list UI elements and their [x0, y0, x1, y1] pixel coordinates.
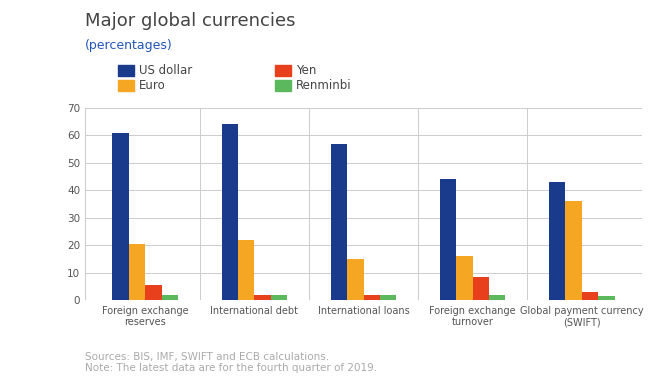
Bar: [598, 296, 614, 300]
Text: Sources: BIS, IMF, SWIFT and ECB calculations.
Note: The latest data are for the: Sources: BIS, IMF, SWIFT and ECB calcula…: [85, 352, 377, 373]
Text: Euro: Euro: [139, 79, 166, 92]
Bar: [440, 179, 457, 300]
Bar: [162, 295, 178, 300]
Bar: [380, 295, 396, 300]
Bar: [565, 201, 582, 300]
Bar: [364, 295, 380, 300]
Bar: [221, 124, 238, 300]
Bar: [473, 277, 489, 300]
Bar: [238, 240, 254, 300]
Text: Yen: Yen: [296, 64, 316, 77]
Bar: [549, 182, 565, 300]
Bar: [113, 132, 129, 300]
Text: Renminbi: Renminbi: [296, 79, 352, 92]
Bar: [331, 144, 347, 300]
Bar: [129, 244, 145, 300]
Bar: [489, 295, 506, 300]
Text: Major global currencies: Major global currencies: [85, 12, 295, 30]
Bar: [347, 259, 364, 300]
Bar: [254, 295, 271, 300]
Bar: [582, 292, 598, 300]
Text: (percentages): (percentages): [85, 38, 173, 52]
Bar: [457, 256, 473, 300]
Bar: [145, 285, 162, 300]
Text: US dollar: US dollar: [139, 64, 192, 77]
Bar: [271, 295, 287, 300]
